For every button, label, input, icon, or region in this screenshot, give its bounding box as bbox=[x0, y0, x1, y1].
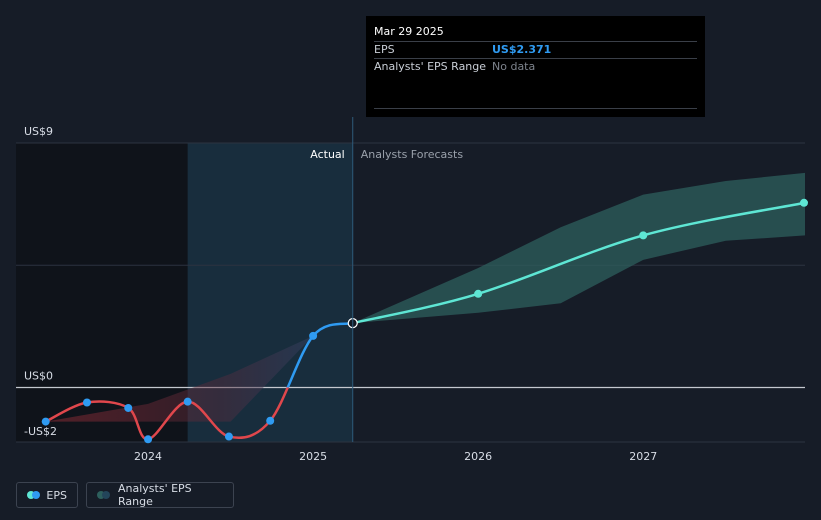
past-range-band bbox=[45, 323, 353, 422]
x-tick-label: 2024 bbox=[134, 450, 162, 463]
eps-line-positive bbox=[286, 321, 354, 388]
eps-point bbox=[82, 398, 91, 407]
eps-legend-icon bbox=[27, 491, 40, 499]
tooltip: Mar 29 2025 EPS US$2.371 Analysts' EPS R… bbox=[366, 16, 705, 117]
forecast-point bbox=[800, 198, 808, 207]
y-tick-label: US$9 bbox=[24, 125, 53, 138]
eps-point bbox=[41, 417, 50, 426]
eps-chart: US$9 US$0 -US$2 2024 2025 2026 2027 Actual An… bbox=[16, 117, 808, 463]
actual-label: Actual bbox=[310, 148, 344, 161]
tooltip-eps-value: US$2.371 bbox=[492, 43, 552, 56]
eps-point bbox=[309, 331, 318, 340]
past-shade-region bbox=[16, 143, 188, 442]
range-legend-icon bbox=[97, 491, 112, 499]
y-tick-label: -US$2 bbox=[24, 425, 57, 438]
eps-point bbox=[183, 397, 192, 406]
tooltip-eps-row: EPS US$2.371 bbox=[374, 41, 697, 58]
x-tick-label: 2025 bbox=[299, 450, 327, 463]
tooltip-range-value: No data bbox=[492, 60, 536, 73]
legend-range-label: Analysts' EPS Range bbox=[118, 482, 192, 508]
eps-point bbox=[144, 435, 153, 444]
tooltip-range-row: Analysts' EPS Range No data bbox=[374, 58, 697, 75]
eps-point bbox=[224, 432, 233, 441]
tooltip-eps-label: EPS bbox=[374, 43, 395, 56]
legend-range[interactable]: Analysts' EPS Range bbox=[86, 482, 234, 508]
forecast-point bbox=[474, 289, 483, 298]
eps-point bbox=[266, 416, 275, 425]
legend: EPS Analysts' EPS Range bbox=[16, 482, 234, 508]
forecast-point bbox=[639, 231, 648, 240]
legend-eps-label: EPS bbox=[46, 488, 67, 502]
forecast-label: Analysts Forecasts bbox=[361, 148, 464, 161]
tooltip-range-label: Analysts' EPS Range bbox=[374, 60, 487, 73]
x-tick-label: 2026 bbox=[464, 450, 492, 463]
eps-forecast-line bbox=[352, 201, 806, 325]
eps-point bbox=[124, 403, 133, 412]
legend-eps[interactable]: EPS bbox=[16, 482, 78, 508]
tooltip-divider bbox=[374, 108, 697, 109]
forecast-range-band bbox=[352, 172, 805, 324]
x-tick-label: 2027 bbox=[629, 450, 657, 463]
tooltip-date: Mar 29 2025 bbox=[374, 25, 444, 38]
y-tick-label: US$0 bbox=[24, 370, 53, 383]
